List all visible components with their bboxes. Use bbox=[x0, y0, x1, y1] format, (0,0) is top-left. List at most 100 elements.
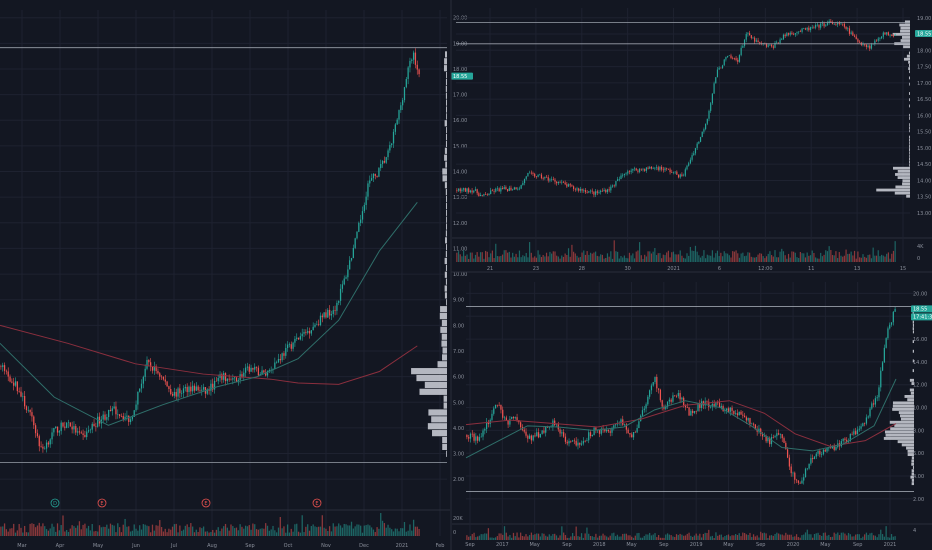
left-event-marker[interactable] bbox=[97, 498, 107, 508]
left-candle bbox=[155, 366, 157, 371]
br-candle bbox=[751, 423, 753, 425]
tr-profile-bar bbox=[906, 54, 910, 58]
tr-candle bbox=[491, 190, 493, 192]
top-right-chart-pane[interactable]: 19.0018.5018.0017.5017.0016.5016.0015.50… bbox=[456, 8, 932, 272]
left-horizontal-levels[interactable] bbox=[0, 47, 447, 463]
left-volume-bar bbox=[87, 525, 90, 536]
tr-volume-bar bbox=[551, 253, 553, 262]
left-event-marker[interactable] bbox=[312, 498, 322, 508]
tr-volume-bar bbox=[669, 257, 671, 262]
left-candle bbox=[244, 367, 247, 373]
left-volume-bar bbox=[5, 529, 8, 536]
br-candle bbox=[632, 432, 635, 438]
tr-volume-bar bbox=[694, 245, 697, 262]
left-candle bbox=[133, 410, 135, 417]
tr-volume-bar bbox=[759, 253, 761, 262]
tr-candle bbox=[601, 190, 603, 192]
tr-candle bbox=[777, 42, 779, 44]
tr-time-tick: 21 bbox=[487, 266, 493, 272]
br-candle bbox=[819, 450, 821, 455]
top-right-time-axis[interactable]: 21 23 28 30 2021 6 12:00 11 13 15 bbox=[487, 266, 906, 272]
left-candle bbox=[31, 412, 33, 417]
left-candle bbox=[263, 370, 265, 373]
top-right-horizontal-levels[interactable] bbox=[456, 22, 910, 45]
tr-candle bbox=[831, 22, 834, 25]
left-volume-bar bbox=[24, 525, 26, 536]
left-profile-bar bbox=[445, 230, 447, 237]
left-volume-bar bbox=[175, 523, 177, 536]
br-candle bbox=[878, 387, 880, 398]
br-volume-bar bbox=[580, 533, 583, 540]
br-volume-bar bbox=[586, 527, 588, 540]
bottom-right-horizontal-levels[interactable] bbox=[466, 306, 914, 492]
tr-candle bbox=[655, 167, 658, 168]
br-candle bbox=[709, 406, 712, 408]
tr-volume-bar bbox=[508, 251, 510, 262]
left-profile-bar bbox=[442, 436, 447, 444]
br-volume-bar bbox=[520, 532, 522, 540]
left-volume-bar bbox=[376, 527, 378, 536]
tr-candle bbox=[884, 32, 886, 35]
left-profile-bar bbox=[440, 306, 447, 313]
br-volume-bar bbox=[865, 532, 868, 540]
br-volume-bar bbox=[555, 535, 558, 540]
tr-volume-bar bbox=[473, 258, 475, 262]
br-volume-bar bbox=[487, 528, 490, 540]
tr-candle bbox=[562, 181, 565, 183]
tr-candle bbox=[522, 183, 524, 186]
tr-volume-bar bbox=[791, 251, 793, 262]
tr-volume-bar bbox=[715, 253, 717, 262]
tr-candle bbox=[820, 23, 822, 28]
left-candle bbox=[93, 423, 95, 427]
left-event-marker[interactable] bbox=[201, 498, 211, 508]
br-candle bbox=[471, 433, 473, 435]
br-volume-bar bbox=[837, 532, 839, 540]
tr-profile-bar bbox=[909, 92, 910, 95]
left-event-marker[interactable] bbox=[50, 498, 60, 508]
left-candle bbox=[18, 391, 20, 392]
left-candle bbox=[140, 383, 143, 389]
left-candle bbox=[193, 385, 196, 391]
tr-volume-bar bbox=[877, 250, 879, 262]
tr-volume-bar bbox=[821, 256, 823, 262]
br-volume-bar bbox=[473, 532, 475, 540]
br-volume-bar bbox=[880, 529, 882, 540]
tr-candle bbox=[493, 191, 495, 192]
tr-volume-bar bbox=[738, 257, 741, 262]
br-candle bbox=[862, 423, 864, 427]
br-badge-label: 17:41:32 bbox=[913, 315, 932, 321]
left-candle bbox=[117, 414, 119, 415]
br-volume-bar bbox=[785, 532, 787, 540]
bottom-right-chart-pane[interactable]: 20.0018.0016.0014.0012.0010.008.006.004.… bbox=[465, 282, 932, 548]
tr-candle bbox=[676, 171, 678, 175]
left-volume-bar bbox=[235, 527, 238, 536]
bottom-right-time-axis[interactable]: Sep 2017 May Sep 2018 May Sep 2019 May Sep 2020 May… bbox=[465, 542, 896, 548]
tr-candle bbox=[786, 33, 788, 37]
br-volume-bar bbox=[872, 535, 875, 540]
tr-volume-bar bbox=[650, 253, 653, 262]
tr-profile-bar bbox=[909, 104, 910, 108]
left-time-axis[interactable]: Mar Apr May Jun Jul Aug Sep Oct Nov Dec 2021 Feb bbox=[17, 543, 444, 549]
left-price-axis[interactable]: 20.0019.0018.0017.0016.0015.0014.0013.00… bbox=[453, 16, 467, 483]
tr-candle bbox=[699, 137, 702, 142]
left-chart-pane[interactable]: 20.0019.0018.0017.0016.0015.0014.0013.00… bbox=[0, 10, 473, 549]
left-candle bbox=[33, 416, 35, 426]
left-volume-bar bbox=[356, 524, 358, 536]
tr-candle bbox=[842, 23, 844, 25]
tr-volume-bar bbox=[737, 253, 739, 262]
tr-time-tick: 2021 bbox=[667, 266, 680, 272]
left-volume-bar bbox=[286, 524, 289, 536]
tr-time-tick: 13 bbox=[854, 266, 860, 272]
tr-candle bbox=[733, 58, 735, 59]
tr-candle bbox=[586, 192, 588, 193]
tr-profile-bar bbox=[909, 82, 910, 86]
left-volume-bar bbox=[20, 527, 22, 536]
tr-candle bbox=[776, 42, 778, 44]
tr-volume-bar bbox=[486, 251, 488, 262]
left-time-tick: Aug bbox=[207, 543, 217, 549]
br-profile-bar bbox=[911, 456, 914, 460]
left-candle bbox=[301, 333, 303, 337]
br-volume-bar bbox=[636, 533, 638, 540]
br-volume-bar bbox=[684, 535, 687, 540]
